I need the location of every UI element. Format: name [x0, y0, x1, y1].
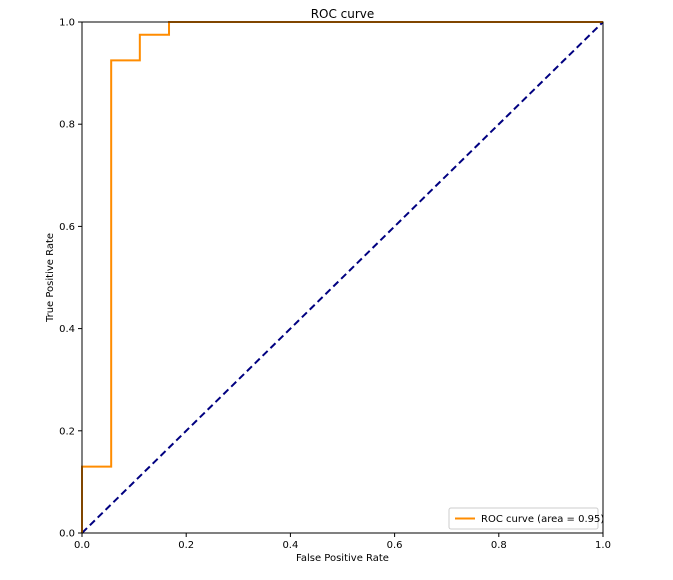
y-axis-label: True Positive Rate: [45, 233, 56, 323]
legend-box: [448, 507, 599, 530]
plot-frame: [81, 21, 604, 534]
chance-diagonal-line: [81, 21, 604, 534]
roc-curve-line: [81, 21, 603, 533]
y-tick-label: 0.8: [59, 120, 75, 131]
series-layer: [81, 21, 604, 534]
x-axis-ticks: 0.0 0.2 0.4 0.6 0.8 1.0: [74, 533, 611, 551]
legend-label-roc: ROC curve (area = 0.95): [481, 514, 604, 525]
y-tick-label: 0.2: [59, 426, 75, 437]
y-tick-label: 0.6: [59, 222, 75, 233]
chart-title: ROC curve: [311, 7, 375, 21]
x-tick-label: 1.0: [595, 540, 611, 551]
y-tick-label: 0.4: [59, 324, 75, 335]
x-tick-label: 0.8: [491, 540, 507, 551]
y-tick-label: 1.0: [59, 18, 75, 29]
x-tick-label: 0.0: [74, 540, 90, 551]
y-tick-label: 0.0: [59, 529, 75, 540]
x-tick-label: 0.2: [178, 540, 194, 551]
x-tick-label: 0.6: [387, 540, 403, 551]
x-axis-label: False Positive Rate: [296, 553, 389, 564]
x-tick-label: 0.4: [282, 540, 298, 551]
legend: ROC curve (area = 0.95): [448, 507, 604, 530]
y-axis-ticks: 0.0 0.2 0.4 0.6 0.8 1.0: [59, 18, 82, 540]
